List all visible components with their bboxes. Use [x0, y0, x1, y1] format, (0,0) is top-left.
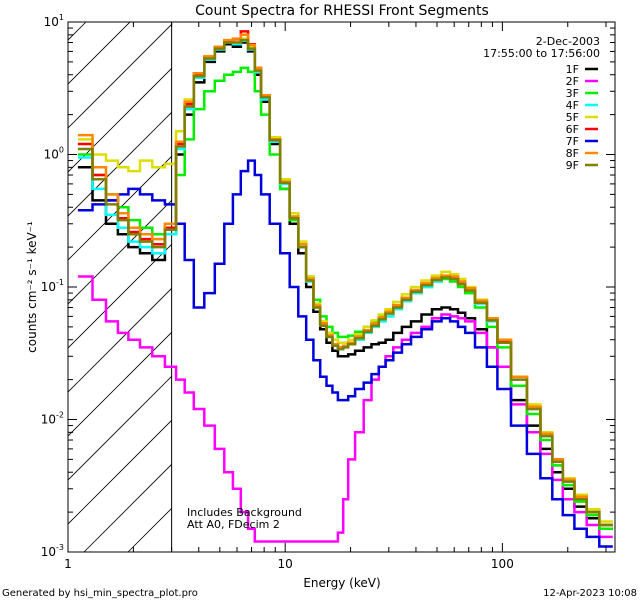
series-layer	[77, 30, 613, 548]
footer-generated-by: Generated by hsi_min_spectra_plot.pro	[2, 588, 198, 599]
hatch-line	[68, 287, 172, 393]
hatch-line	[68, 375, 172, 481]
y-tick-label: 101	[44, 13, 64, 29]
series-line-6F	[77, 30, 613, 527]
x-axis-label: Energy (keV)	[303, 576, 380, 590]
y-tick-labels: 10-3 10-2 10-1 100 101	[41, 13, 64, 559]
hatch-line	[68, 111, 172, 217]
hatch-line	[68, 243, 172, 349]
date-label: 2-Dec-2003	[536, 35, 600, 48]
series-line-1F	[77, 41, 613, 530]
plot-frame	[67, 21, 616, 553]
series-line-3F	[77, 66, 613, 530]
y-tick-label: 10-1	[41, 278, 64, 294]
legend-label: 8F	[566, 147, 579, 160]
series-line-9F	[77, 38, 613, 527]
hatch-line	[612, 22, 640, 552]
excluded-energy-hatch	[68, 22, 640, 552]
y-tick-label: 10-3	[41, 543, 64, 559]
hatch-line	[348, 22, 640, 552]
x-tick-label: 100	[491, 557, 514, 571]
x-tick-label: 1	[64, 557, 72, 571]
legend-label: 9F	[566, 159, 579, 172]
footer-date: 12-Apr-2023 10:08	[543, 588, 637, 599]
hatch-line	[68, 22, 131, 85]
hatch-line	[68, 67, 172, 173]
series-line-2F	[77, 275, 613, 543]
y-tick-label: 100	[44, 146, 64, 162]
annotation-attenuator: Att A0, FDecim 2	[187, 518, 280, 531]
legend-label: 3F	[566, 87, 579, 100]
legend-label: 1F	[566, 63, 579, 76]
legend-label: 5F	[566, 111, 579, 124]
legend-label: 4F	[566, 99, 579, 112]
x-tick-label: 10	[278, 557, 293, 571]
hatch-line	[68, 419, 172, 525]
x-tick-labels: 1 10 100	[64, 557, 514, 571]
chart-title: Count Spectra for RHESSI Front Segments	[195, 3, 489, 19]
series-line-4F	[77, 39, 613, 527]
legend-label: 2F	[566, 75, 579, 88]
hatch-line	[68, 199, 172, 305]
legend-label: 7F	[566, 135, 579, 148]
series-line-5F	[77, 37, 613, 523]
series-line-8F	[77, 33, 613, 527]
y-tick-label: 10-2	[41, 411, 64, 427]
axis-ticks	[67, 22, 615, 553]
legend-label: 6F	[566, 123, 579, 136]
series-line-7F	[77, 159, 613, 548]
annotation-background: Includes Background	[187, 506, 302, 519]
time-range-label: 17:55:00 to 17:56:00	[483, 47, 600, 60]
hatch-line	[68, 23, 172, 129]
y-axis-label: counts cm⁻² s⁻¹ keV⁻¹	[25, 221, 39, 353]
hatch-line	[260, 22, 640, 552]
